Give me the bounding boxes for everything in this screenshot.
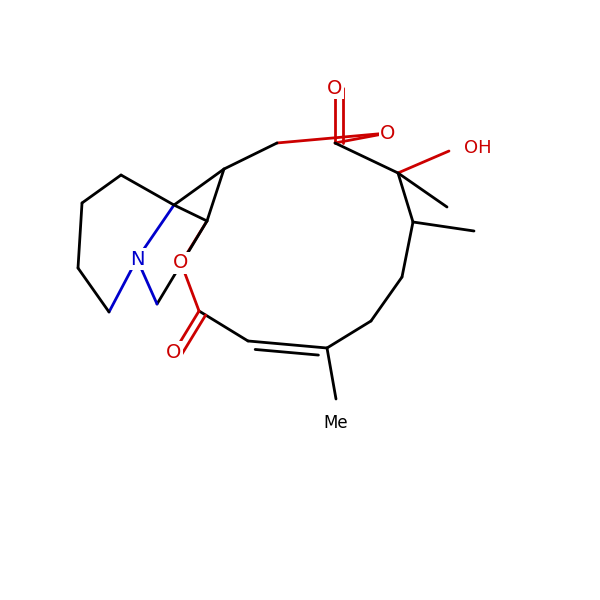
Text: O: O [380, 124, 396, 143]
Text: OH: OH [464, 139, 491, 157]
Text: O: O [173, 253, 189, 272]
Text: Me: Me [323, 414, 349, 432]
Text: O: O [327, 79, 343, 98]
Text: N: N [130, 250, 144, 269]
Text: O: O [166, 343, 182, 362]
